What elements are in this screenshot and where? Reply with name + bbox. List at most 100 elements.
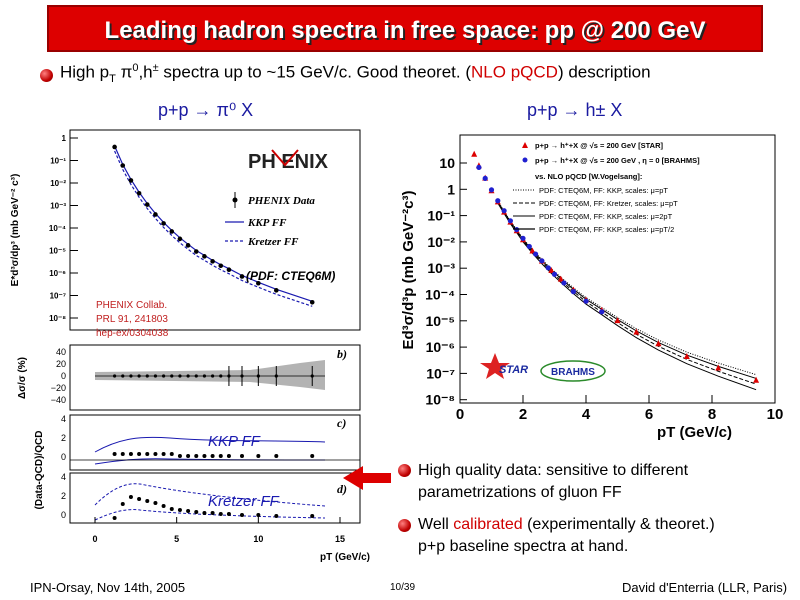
ytick-label: 10⁻⁶	[49, 269, 66, 278]
data-point	[144, 202, 150, 207]
kkp-ratio-point	[153, 452, 158, 456]
ytick-label-mid: 20	[56, 359, 66, 369]
kretzer-ratio-point	[128, 495, 133, 499]
legend-vs-nlo: vs. NLO pQCD [W.Vogelsang]:	[535, 172, 642, 181]
ytick-label: 10⁻⁵	[425, 313, 455, 329]
data-point	[193, 249, 199, 254]
xtick-label: 0	[92, 534, 97, 544]
right-legend: p+p → h⁺+X @ √s = 200 GeV [STAR] p+p → h…	[513, 141, 700, 234]
legend-kretzer: Kretzer FF	[247, 236, 299, 248]
ytick-label-mid: 0	[61, 371, 66, 381]
ytick-label-mid: 40	[56, 347, 66, 357]
legend-theory-1: PDF: CTEQ6M, FF: KKP, scales: μ=pT	[539, 186, 668, 195]
kkp-ratio-point	[186, 454, 191, 458]
kretzer-curve	[114, 150, 313, 307]
intro-h: ,h	[138, 62, 153, 82]
data-point	[226, 267, 232, 273]
brahms-point	[482, 175, 488, 181]
ytick-label: 10⁻⁵	[49, 247, 66, 256]
kkp-ratio-point	[274, 454, 279, 458]
kkp-ratio-point	[161, 452, 166, 456]
ytick-label: 10⁻⁴	[49, 224, 66, 233]
kkp-ratio-point	[194, 454, 199, 458]
panel-c-yticks: 4 2 0	[61, 414, 66, 462]
data-point	[120, 163, 126, 168]
intro-pre: High p	[60, 62, 110, 82]
xtick-label: 6	[645, 406, 653, 423]
bullet-2-pre: Well	[418, 516, 454, 533]
rel-error-point	[178, 374, 182, 378]
footer-left: IPN-Orsay, Nov 14th, 2005	[30, 580, 186, 595]
brahms-point	[561, 280, 567, 286]
ytick-label: 10⁻²	[50, 179, 66, 188]
kretzer-ratio-point	[169, 507, 174, 511]
ytick-label: 10	[439, 155, 455, 171]
xtick-label: 5	[174, 534, 179, 544]
kretzer-ratio-point	[240, 513, 244, 517]
kkp-ratio-point	[112, 452, 117, 456]
kkp-ratio-point	[226, 454, 231, 458]
data-point	[161, 221, 166, 226]
rel-error-point	[145, 374, 149, 378]
kretzer-ratio-point	[202, 511, 207, 515]
brahms-point	[570, 289, 576, 295]
ytick-label: 10⁻⁸	[49, 314, 66, 323]
ytick-label: 10⁻⁷	[50, 292, 66, 301]
data-point	[185, 243, 191, 248]
slide-title: Leading hadron spectra in free space: pp…	[47, 5, 763, 52]
data-point	[210, 259, 215, 264]
data-point	[274, 288, 279, 293]
star-point	[557, 275, 564, 282]
kretzer-ratio-point	[310, 514, 315, 518]
ytick-label-d: 2	[61, 491, 66, 501]
citation-line-3: hep-ex/0304038	[96, 328, 169, 339]
kretzer-ratio-point	[145, 499, 150, 503]
rel-error-point	[211, 374, 215, 378]
xtick-label: 4	[582, 406, 591, 423]
kretzer-ratio-point	[218, 512, 223, 516]
panel-d-points	[112, 495, 315, 520]
brahms-point	[533, 251, 539, 257]
panel-d-frame	[69, 472, 361, 524]
phenix-logo: PH ENIX	[248, 149, 329, 173]
kretzer-ratio-point	[153, 501, 158, 505]
brahms-point	[539, 258, 545, 264]
rel-error-point	[113, 374, 117, 378]
top-frame	[69, 129, 361, 331]
kkp-ratio-point	[137, 452, 142, 456]
kretzer-ratio-point	[177, 508, 182, 512]
left-panel-header: p+p → π⁰ X	[158, 100, 254, 120]
intro-text: High pT π0,h± spectra up to ~15 GeV/c. G…	[60, 62, 651, 85]
bullet-icon-2	[398, 519, 411, 532]
kretzer-upper	[94, 483, 326, 507]
bullet-2-line-1: Well calibrated (experimentally & theore…	[418, 514, 715, 536]
brahms-point	[526, 243, 532, 250]
ytick-label-c: 0	[61, 452, 66, 462]
pdf-label: (PDF: CTEQ6M)	[246, 269, 335, 283]
kkp-ratio-point	[210, 454, 215, 458]
brahms-point	[507, 218, 513, 224]
star-point	[471, 150, 478, 157]
star-logo-text: STAR	[499, 364, 528, 376]
brahms-point	[514, 227, 520, 233]
left-legend: PHENIX Data KKP FF Kretzer FF	[225, 192, 315, 248]
xtick-label: 2	[519, 406, 527, 423]
brahms-point	[583, 298, 589, 304]
phenix-logo-mark	[271, 149, 299, 167]
ytick-label-mid: −20	[51, 383, 66, 393]
kretzer-ratio-point	[186, 509, 191, 513]
citation-line-1: PHENIX Collab.	[96, 300, 167, 311]
intro-suppm: ±	[152, 62, 159, 74]
data-point	[136, 190, 142, 196]
arrow-head	[343, 466, 363, 490]
data-point	[128, 178, 134, 183]
kretzer-ratio-point	[274, 514, 279, 518]
kkp-upper	[94, 436, 326, 453]
ytick-label: 1	[447, 181, 455, 197]
kkp-ratio-point	[177, 454, 182, 458]
xtick-label: 8	[708, 406, 716, 423]
right-points	[471, 150, 760, 383]
star-marker-icon	[522, 142, 528, 148]
ytick-label: 10⁻⁴	[425, 287, 455, 303]
star-point	[548, 266, 555, 273]
